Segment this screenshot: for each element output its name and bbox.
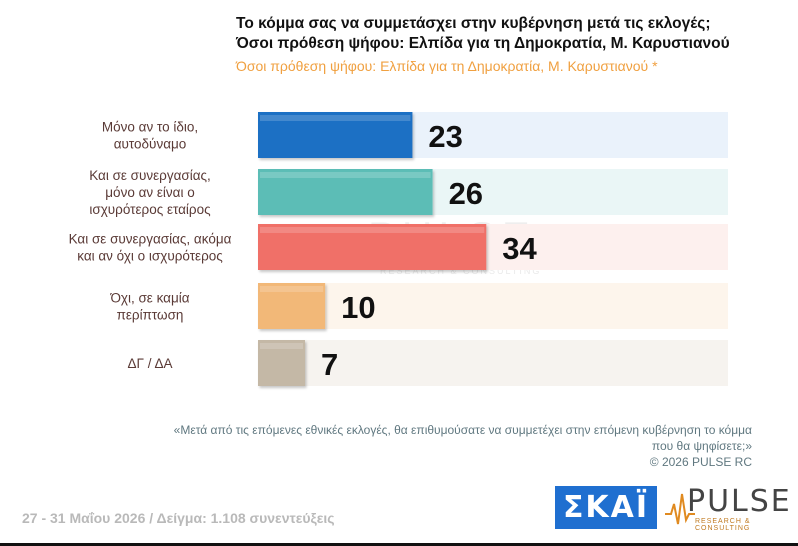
copyright-text: © 2026 PULSE RC [649, 455, 752, 469]
category-label: Όχι, σε καμία περίπτωση [109, 291, 189, 323]
bar-highlight [260, 286, 324, 292]
pulse-logo-text: PULSE [687, 484, 792, 519]
skai-logo-text: ΣΚΑΪ [562, 490, 650, 525]
category-label-line: και αν όχι ο ισχυρότερος [77, 249, 223, 264]
chart-title-block: Το κόμμα σας να συμμετάσχει στην κυβέρνη… [236, 14, 776, 76]
skai-logo: ΣΚΑΪ [555, 486, 657, 529]
bar [258, 169, 433, 215]
chart-title-line-1: Το κόμμα σας να συμμετάσχει στην κυβέρνη… [236, 15, 711, 32]
bar-highlight [260, 227, 485, 233]
bar-value-label: 23 [428, 119, 462, 154]
bar [258, 112, 413, 158]
category-label-line: ΔΓ / ΔΑ [128, 356, 173, 371]
category-label-line: Και σε συνεργασίας, [89, 168, 211, 183]
pulse-logo-subtext: RESEARCH & CONSULTING [695, 518, 751, 532]
bar-value-label: 10 [341, 290, 375, 325]
chart-subtitle: Όσοι πρόθεση ψήφου: Ελπίδα για τη Δημοκρ… [236, 58, 658, 74]
category-label: Και σε συνεργασίας, μόνο αν είναι ο ισχυρό… [89, 168, 211, 217]
bar [258, 340, 305, 386]
bar-value-label: 26 [449, 176, 483, 211]
category-label: Μόνο αν το ίδιο, αυτοδύναμο [102, 120, 198, 152]
category-label-line: αυτοδύναμο [114, 137, 187, 152]
category-label: Και σε συνεργασίας, ακόμα και αν όχι ο ισ… [69, 232, 232, 264]
category-label-line: ισχυρότερος εταίρος [89, 202, 211, 217]
category-label: ΔΓ / ΔΑ [128, 356, 173, 371]
bar-highlight [260, 172, 431, 178]
bar-highlight [260, 115, 411, 121]
bar [258, 224, 487, 270]
bar-highlight [260, 343, 303, 349]
bar-track [258, 283, 728, 329]
category-label-line: περίπτωση [117, 308, 184, 323]
category-label-line: μόνο αν είναι ο [105, 185, 194, 200]
bottom-rule [0, 543, 798, 546]
category-label-line: Και σε συνεργασίας, ακόμα [69, 232, 232, 247]
category-label-line: Όχι, σε καμία [109, 291, 189, 306]
chart-title-line-2: Όσοι πρόθεση ψήφου: Ελπίδα για τη Δημοκρ… [236, 35, 730, 52]
category-label-line: Μόνο αν το ίδιο, [102, 120, 198, 135]
pulse-watermark-sub: RESEARCH & CONSULTING [380, 266, 542, 276]
pulse-logo: PULSE RESEARCH & CONSULTING [665, 484, 790, 532]
bar-chart: 23 Μόνο αν το ίδιο, αυτοδύναμο 26 Και σε συν… [69, 112, 728, 386]
bar-value-label: 34 [502, 231, 537, 266]
bar [258, 283, 326, 329]
survey-question: «Μετά από τις επόμενες εθνικές εκλογές, … [173, 423, 752, 453]
bar-track [258, 340, 728, 386]
bar-value-label: 7 [321, 347, 338, 382]
pulse-wave-icon [665, 493, 695, 525]
dates-sample-info: 27 - 31 Μαΐου 2026 / Δείγμα: 1.108 συνεν… [22, 510, 335, 526]
